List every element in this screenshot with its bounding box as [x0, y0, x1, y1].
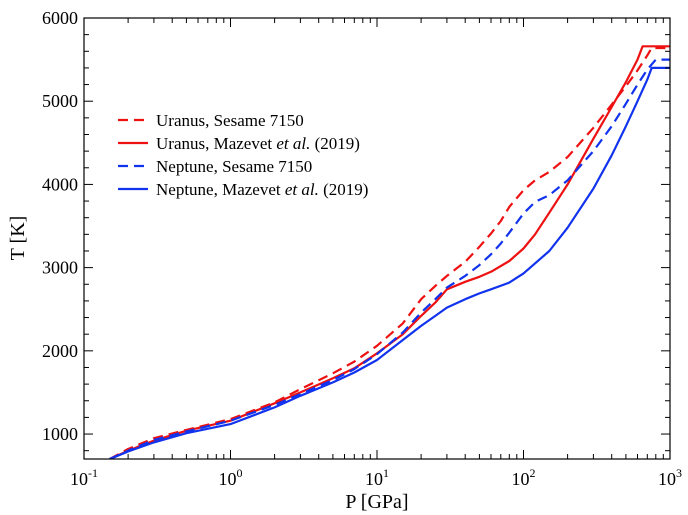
y-tick-label: 4000 — [42, 174, 78, 194]
legend-label: Neptune, Mazevet et al. (2019) — [156, 180, 368, 199]
y-tick-label: 3000 — [42, 258, 78, 278]
y-tick-label: 6000 — [42, 8, 78, 28]
x-tick-label: 10-1 — [70, 466, 98, 489]
plot-frame — [83, 17, 671, 460]
series-line-4 — [109, 66, 670, 459]
legend-label: Uranus, Mazevet et al. (2019) — [156, 134, 360, 153]
x-tick-label: 102 — [512, 466, 536, 489]
x-tick-label: 103 — [658, 466, 682, 489]
legend-label: Neptune, Sesame 7150 — [156, 157, 312, 176]
legend: Uranus, Sesame 7150 Uranus, Mazevet et al… — [118, 111, 368, 199]
y-axis-label: T [K] — [7, 216, 29, 261]
x-axis-label: P [GPa] — [345, 491, 408, 513]
x-tick-label: 100 — [219, 466, 243, 489]
y-tick-label: 1000 — [42, 424, 78, 444]
y-tick-label: 2000 — [42, 341, 78, 361]
x-tick-label: 101 — [365, 466, 389, 489]
series-line-1 — [109, 46, 670, 459]
series-line-2 — [109, 45, 670, 459]
legend-label: Uranus, Sesame 7150 — [156, 111, 304, 130]
series-line-3 — [109, 58, 670, 459]
y-tick-label: 5000 — [42, 91, 78, 111]
